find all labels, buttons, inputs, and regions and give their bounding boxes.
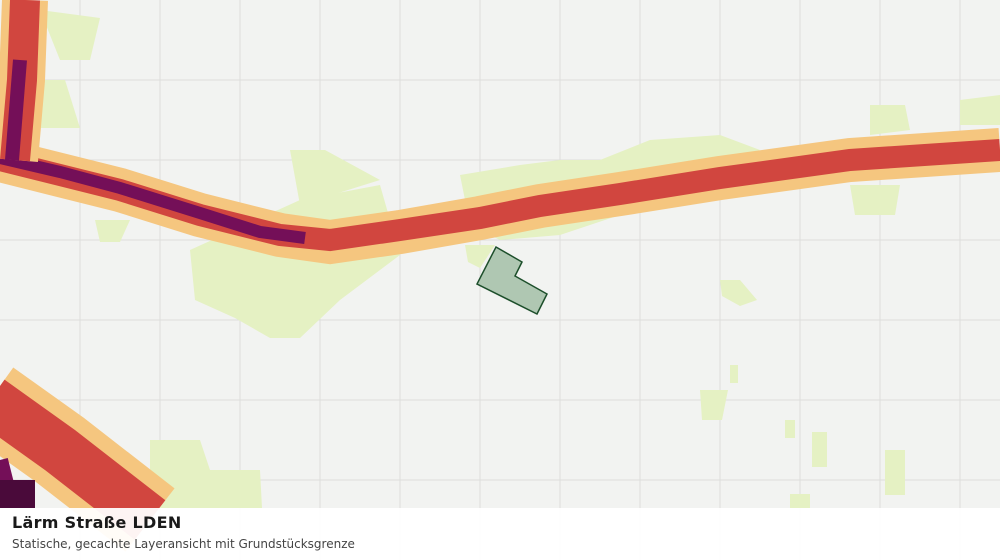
parcel-boundary[interactable] [475,245,548,316]
layer-title: Lärm Straße LDEN [12,513,182,532]
caption-panel: Lärm Straße LDEN Statische, gecachte Lay… [0,508,1000,560]
layer-subtitle: Statische, gecachte Layeransicht mit Gru… [12,537,355,551]
